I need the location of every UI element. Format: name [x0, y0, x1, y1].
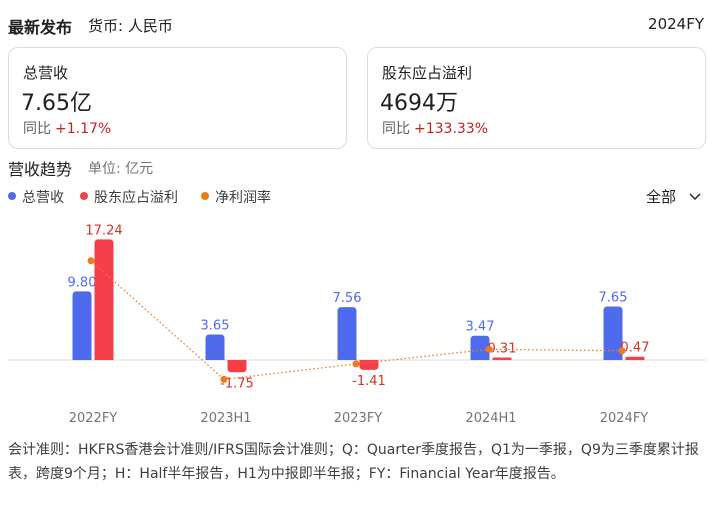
profit-bar	[492, 357, 512, 360]
revenue-data-label: 3.65	[201, 318, 230, 333]
revenue-trend-chart: 9.80 17.24 2022FY 3.65 -1.75 2023H1 7.56 -1.41 2…	[8, 223, 706, 426]
legend-dot-icon	[80, 192, 88, 200]
range-selector[interactable]: 全部	[646, 186, 702, 207]
card-yoy: 同比 +1.17%	[23, 118, 111, 138]
card-value: 4694万	[380, 91, 458, 116]
revenue-data-label: 3.47	[466, 320, 495, 335]
revenue-card: 总营收 7.65亿 同比 +1.17%	[8, 47, 347, 149]
x-tick-label: 2022FY	[69, 411, 118, 426]
x-tick-label: 2023H1	[200, 411, 251, 426]
revenue-bar	[337, 307, 357, 360]
x-tick-label: 2024H1	[465, 411, 516, 426]
legend-dot-icon	[201, 192, 209, 200]
card-label: 总营收	[23, 64, 69, 82]
currency-label: 货币: 人民币	[88, 17, 173, 35]
profit-data-label: 0.31	[488, 342, 517, 357]
legend-label: 净利润率	[215, 190, 271, 206]
net-margin-point	[220, 375, 228, 383]
revenue-bar	[603, 306, 623, 360]
revenue-bar	[72, 291, 92, 360]
net-margin-point	[352, 360, 360, 368]
revenue-data-label: 9.80	[68, 275, 97, 290]
legend-label: 总营收	[22, 190, 64, 206]
legend-dot-icon	[8, 192, 16, 200]
revenue-data-label: 7.56	[333, 291, 362, 306]
card-yoy: 同比 +133.33%	[382, 118, 488, 138]
legend-label: 股东应占溢利	[94, 190, 178, 206]
revenue-bar	[205, 334, 225, 360]
profit-bar	[227, 360, 247, 373]
net-margin-point	[485, 345, 493, 353]
profit-data-label: -1.75	[220, 376, 254, 391]
net-margin-point	[87, 257, 95, 265]
section-title: 最新发布	[8, 18, 73, 37]
latest-release-header: 最新发布 货币: 人民币 2024FY	[8, 14, 704, 38]
card-value: 7.65亿	[21, 91, 92, 116]
chevron-down-icon	[689, 192, 701, 200]
report-period: 2024FY	[648, 15, 704, 33]
legend-item-profit[interactable]: 股东应占溢利	[80, 187, 178, 207]
range-label: 全部	[645, 188, 676, 206]
x-tick-label: 2023FY	[334, 411, 383, 426]
accounting-footnote: 会计准则：HKFRS香港会计准则/IFRS国际会计准则；Q：Quarter季度报…	[8, 442, 699, 482]
revenue-bar	[470, 335, 490, 360]
profit-data-label: 17.24	[85, 223, 122, 238]
profit-bar	[625, 356, 645, 360]
card-label: 股东应占溢利	[382, 64, 473, 82]
yoy-label: 同比	[23, 121, 51, 137]
profit-bar	[359, 360, 379, 370]
net-margin-line	[90, 260, 623, 381]
profit-bar	[94, 239, 114, 360]
legend-item-net-margin[interactable]: 净利润率	[201, 187, 271, 207]
profit-data-label: -1.41	[352, 374, 386, 389]
trend-unit: 单位: 亿元	[88, 161, 154, 177]
legend-item-revenue[interactable]: 总营收	[8, 187, 64, 207]
profit-card: 股东应占溢利 4694万 同比 +133.33%	[367, 47, 706, 149]
yoy-delta: +1.17%	[55, 121, 112, 137]
profit-data-label: 0.47	[621, 341, 650, 356]
net-margin-point	[618, 347, 626, 355]
x-tick-label: 2024FY	[600, 411, 649, 426]
trend-title: 营收趋势	[8, 160, 73, 179]
revenue-data-label: 7.65	[599, 290, 628, 305]
yoy-delta: +133.33%	[414, 121, 489, 137]
yoy-label: 同比	[382, 121, 410, 137]
